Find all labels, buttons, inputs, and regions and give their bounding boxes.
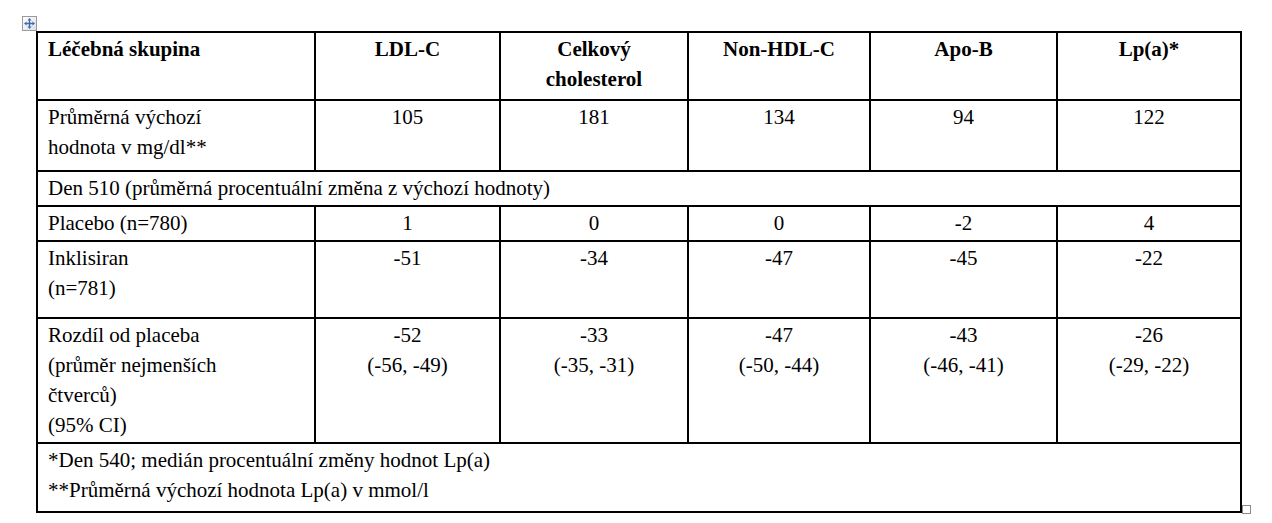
cell-baseline-ldl: 105 (315, 100, 500, 171)
table-row-difference: Rozdíl od placeba (průměr nejmenších čtv… (37, 318, 1241, 443)
cell-difference-lp-a: -26 (-29, -22) (1057, 318, 1241, 443)
cell-inklisiran-ldl: -51 (315, 241, 500, 318)
document-page: Léčebná skupina LDL-C Celkový cholestero… (0, 0, 1272, 523)
col-header-ldl-c: LDL-C (315, 32, 500, 100)
four-way-arrow-icon (24, 18, 35, 29)
table-row-placebo: Placebo (n=780) 1 0 0 -2 4 (37, 206, 1241, 241)
table-row-baseline: Průměrná výchozí hodnota v mg/dl** 105 1… (37, 100, 1241, 171)
row-label-inklisiran: Inklisiran (n=781) (37, 241, 315, 318)
cell-difference-apo-b: -43 (-46, -41) (870, 318, 1057, 443)
table-header-row: Léčebná skupina LDL-C Celkový cholestero… (37, 32, 1241, 100)
col-header-treatment-group: Léčebná skupina (37, 32, 315, 100)
cell-placebo-lp-a: 4 (1057, 206, 1241, 241)
cell-placebo-non-hdl: 0 (688, 206, 870, 241)
cell-placebo-ldl: 1 (315, 206, 500, 241)
row-label-placebo: Placebo (n=780) (37, 206, 315, 241)
table-footnotes: *Den 540; medián procentuální změny hodn… (37, 443, 1241, 512)
cell-baseline-total-chol: 181 (500, 100, 688, 171)
cell-placebo-apo-b: -2 (870, 206, 1057, 241)
cell-difference-total-chol: -33 (-35, -31) (500, 318, 688, 443)
cell-baseline-apo-b: 94 (870, 100, 1057, 171)
table-move-handle-icon[interactable] (22, 16, 37, 31)
table-row-footnotes: *Den 540; medián procentuální změny hodn… (37, 443, 1241, 512)
cell-inklisiran-lp-a: -22 (1057, 241, 1241, 318)
cell-inklisiran-non-hdl: -47 (688, 241, 870, 318)
cell-placebo-total-chol: 0 (500, 206, 688, 241)
cell-inklisiran-apo-b: -45 (870, 241, 1057, 318)
row-label-difference: Rozdíl od placeba (průměr nejmenších čtv… (37, 318, 315, 443)
row-label-baseline: Průměrná výchozí hodnota v mg/dl** (37, 100, 315, 171)
table-resize-handle-icon[interactable] (1242, 505, 1251, 514)
col-header-apo-b: Apo-B (870, 32, 1057, 100)
col-header-total-cholesterol: Celkový cholesterol (500, 32, 688, 100)
results-table: Léčebná skupina LDL-C Celkový cholestero… (36, 31, 1242, 513)
cell-inklisiran-total-chol: -34 (500, 241, 688, 318)
col-header-lp-a: Lp(a)* (1057, 32, 1241, 100)
col-header-non-hdl-c: Non-HDL-C (688, 32, 870, 100)
cell-difference-ldl: -52 (-56, -49) (315, 318, 500, 443)
cell-baseline-non-hdl: 134 (688, 100, 870, 171)
table-row-day510-header: Den 510 (průměrná procentuální změna z v… (37, 171, 1241, 206)
table-row-inklisiran: Inklisiran (n=781) -51 -34 -47 -45 -22 (37, 241, 1241, 318)
cell-difference-non-hdl: -47 (-50, -44) (688, 318, 870, 443)
row-label-day510: Den 510 (průměrná procentuální změna z v… (37, 171, 1241, 206)
cell-baseline-lp-a: 122 (1057, 100, 1241, 171)
